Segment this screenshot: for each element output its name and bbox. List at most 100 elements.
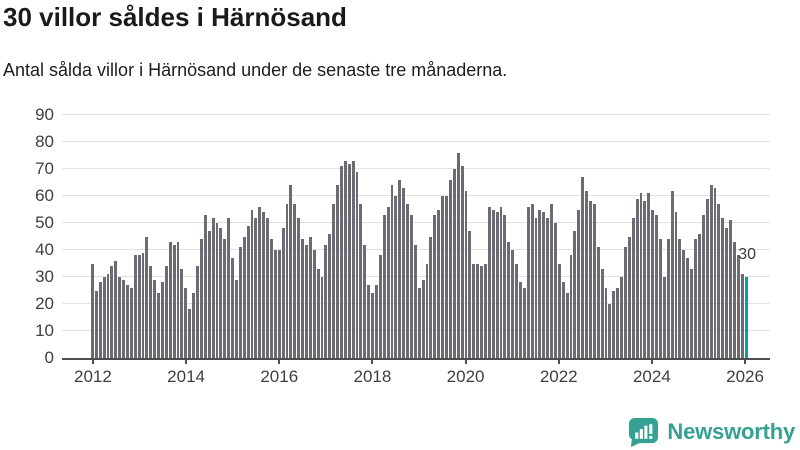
x-axis-tick: [185, 358, 188, 364]
x-axis-ticks: 2012 2014 2016 2018 2020 2022 2024 2026: [74, 358, 764, 400]
bar: [678, 239, 682, 358]
highlight-bar: [744, 277, 748, 358]
bar: [530, 204, 534, 358]
bar: [456, 152, 460, 358]
bar: [518, 282, 522, 358]
bar: [616, 287, 620, 358]
bar: [740, 274, 744, 358]
bar: [538, 209, 542, 358]
bar: [110, 266, 114, 358]
bar: [725, 228, 729, 358]
bar: [223, 239, 227, 358]
bar: [91, 263, 94, 358]
bar: [460, 166, 464, 358]
bar: [732, 241, 736, 358]
bar: [694, 239, 697, 358]
bar: [612, 290, 616, 358]
bar: [347, 163, 351, 358]
bar: [371, 293, 375, 358]
bar: [736, 255, 740, 358]
bar: [328, 233, 332, 358]
bar: [534, 217, 538, 358]
bar: [133, 255, 137, 358]
bar: [98, 282, 102, 358]
bar: [180, 268, 184, 358]
bar: [569, 255, 573, 358]
bar: [413, 244, 417, 358]
bar: [608, 304, 612, 358]
bar: [149, 266, 153, 358]
bar: [659, 239, 662, 358]
bar: [697, 233, 701, 358]
bar: [624, 247, 627, 358]
bar: [592, 204, 596, 358]
bar: [211, 217, 215, 358]
bar: [561, 282, 565, 358]
page-title: 30 villor såldes i Härnösand: [3, 2, 347, 32]
bar: [507, 241, 511, 358]
y-axis-tick-label: 40: [35, 240, 54, 259]
y-axis-tick-label: 50: [35, 213, 54, 232]
bar: [581, 177, 585, 358]
bar: [721, 217, 725, 358]
bar: [375, 285, 378, 358]
bar: [293, 204, 297, 358]
bar: [227, 217, 231, 358]
bar: [141, 252, 145, 358]
bar: [491, 209, 495, 358]
y-axis-tick-label: 0: [44, 348, 54, 367]
bar: [336, 185, 339, 358]
bar: [627, 236, 631, 358]
x-axis-tick-label: 2012: [74, 367, 112, 386]
bar: [394, 196, 398, 358]
bar: [709, 185, 713, 358]
bar: [433, 214, 437, 358]
newsworthy-logo[interactable]: Newsworthy: [627, 416, 795, 447]
x-axis-tick: [744, 358, 747, 364]
bar: [417, 287, 421, 358]
bar: [340, 166, 343, 358]
bar: [464, 190, 468, 358]
y-axis-tick-label: 70: [35, 159, 54, 178]
bar: [585, 190, 588, 358]
bar: [382, 214, 386, 358]
bar: [269, 239, 273, 358]
bar: [690, 268, 694, 358]
bar: [199, 239, 203, 358]
bar: [402, 187, 406, 358]
bar: [172, 244, 176, 358]
bar: [242, 236, 246, 358]
x-axis-tick-label: 2018: [353, 367, 392, 386]
x-axis-tick-label: 2014: [167, 367, 206, 386]
bar: [231, 258, 234, 358]
bar: [258, 206, 262, 358]
x-axis-tick: [371, 358, 374, 364]
bar: [511, 250, 515, 358]
bar: [662, 277, 666, 358]
bar: [304, 244, 308, 358]
bar: [631, 217, 635, 358]
x-axis-tick-label: 2020: [446, 367, 485, 386]
bar: [705, 198, 709, 358]
bar: [114, 260, 118, 358]
bar: [600, 268, 604, 358]
bar: [526, 206, 530, 358]
bar: [316, 268, 320, 358]
bar: [145, 236, 149, 358]
bar: [448, 179, 452, 358]
bar: [266, 217, 269, 358]
bar: [682, 250, 686, 358]
bar: [312, 250, 316, 358]
bar: [445, 196, 448, 358]
bar: [476, 263, 480, 358]
bar: [363, 244, 367, 358]
bar: [472, 263, 476, 358]
x-axis-line: [62, 358, 770, 360]
gridline: [62, 195, 770, 196]
bar: [355, 171, 359, 358]
bar: [196, 266, 199, 358]
bar: [129, 287, 133, 358]
bar: [157, 293, 161, 358]
plot-area: 30 2012 2014 2016 2018 2020 2022 2024 2026: [62, 114, 770, 386]
bar: [483, 263, 487, 358]
